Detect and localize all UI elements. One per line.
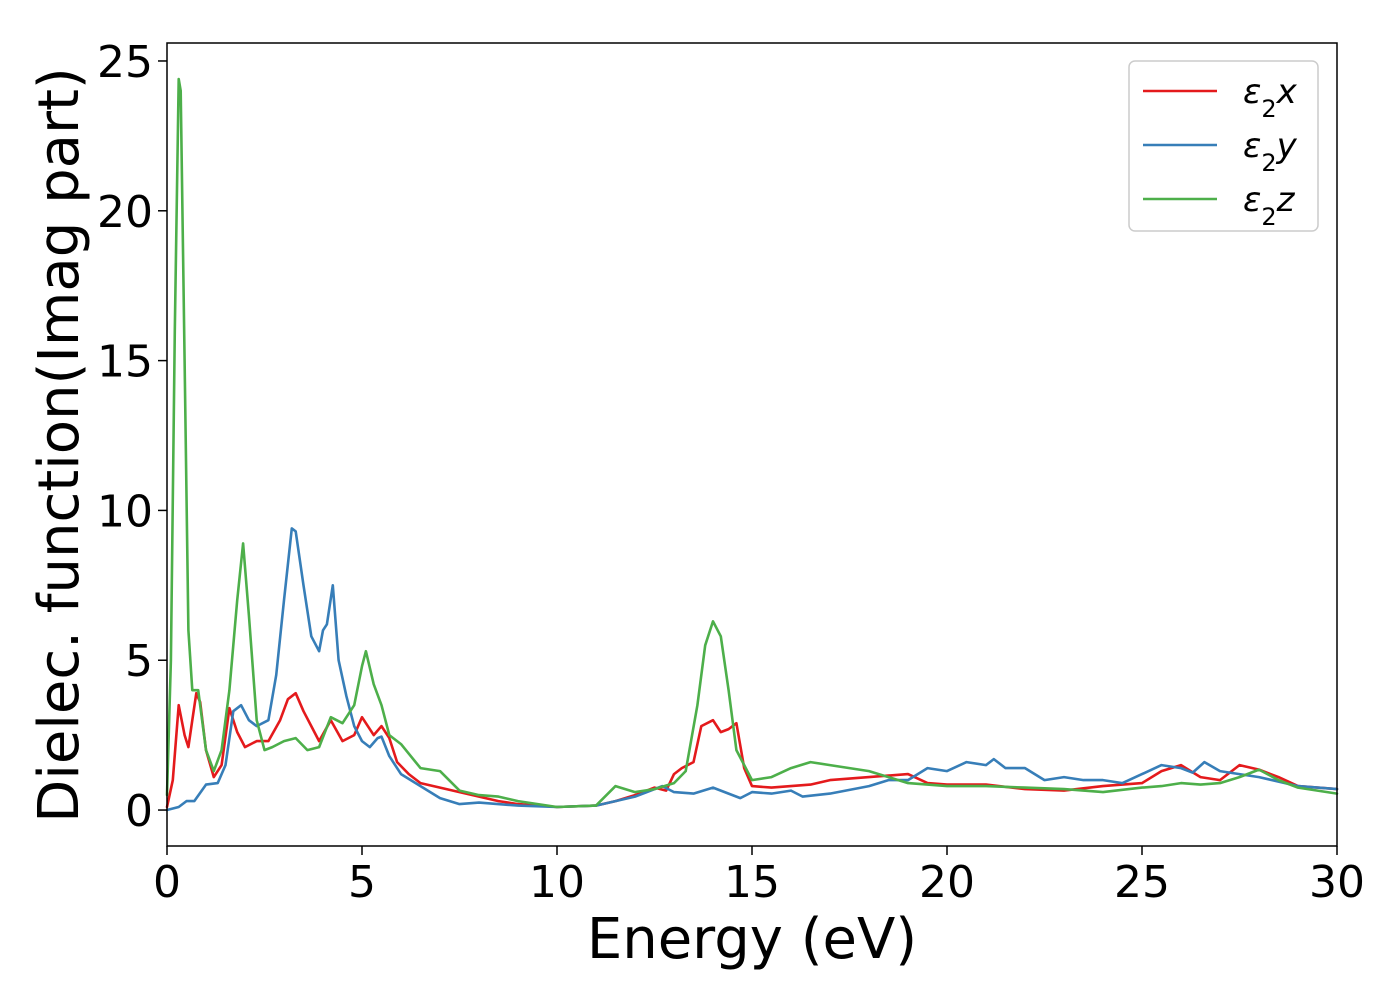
x-tick-label: 30 [1309,857,1365,908]
y-tick-label: 10 [97,486,153,537]
legend-label-0: ε2x [1243,72,1298,123]
x-tick-label: 10 [529,857,585,908]
series-line-0 [165,691,1339,809]
legend-label-2: ε2z [1243,180,1296,231]
x-tick-label: 20 [919,857,975,908]
y-tick-label: 20 [97,187,153,238]
y-tick-label: 5 [125,636,153,687]
y-tick-label: 15 [97,337,153,388]
x-axis: 0 5 10 15 20 25 30 [153,846,1365,908]
series-line-2 [165,77,1339,809]
y-tick-label: 25 [97,37,153,88]
legend-box [1128,60,1319,232]
y-axis: 0 5 10 15 20 25 [97,37,167,837]
y-axis-title: Dielec. function(Imag part) [27,67,92,823]
legend-label-1: ε2y [1243,126,1298,177]
y-tick-label: 0 [125,786,153,837]
x-axis-title: Energy (eV) [587,907,917,972]
series-line-1 [165,527,1339,812]
x-tick-label: 25 [1114,857,1170,908]
x-tick-label: 15 [724,857,780,908]
series-layer [165,77,1339,812]
x-tick-label: 5 [348,857,376,908]
x-tick-label: 0 [153,857,181,908]
